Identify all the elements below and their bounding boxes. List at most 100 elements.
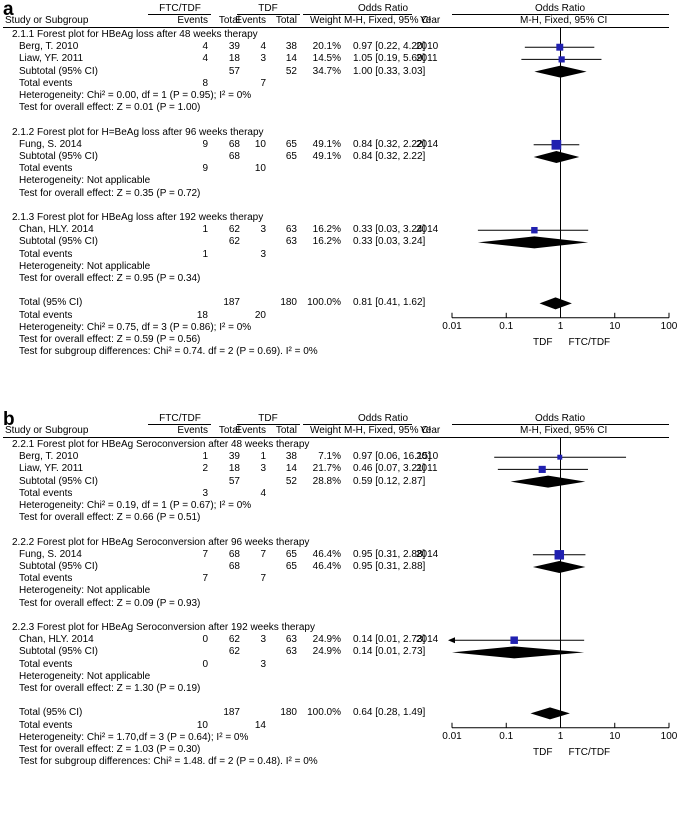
study-year: 2010 <box>416 41 439 53</box>
overall-effect: Test for overall effect: Z = 1.30 (P = 0… <box>19 683 201 694</box>
subtotal-total-1: 57 <box>228 65 240 77</box>
col-ci: M-H, Fixed, 95% CI <box>344 15 432 26</box>
subtotal-label: Subtotal (95% CI) <box>19 561 98 572</box>
total-events-2: 7 <box>260 573 266 585</box>
col-events-1: Events <box>177 425 208 436</box>
study-total-2: 65 <box>285 138 297 150</box>
study-total-1: 68 <box>228 138 240 150</box>
header-underline-or <box>303 14 412 15</box>
study-ci: 0.84 [0.32, 2.22] <box>353 138 426 150</box>
subtotal-weight: 16.2% <box>312 236 341 248</box>
study-ci: 0.95 [0.31, 2.88] <box>353 548 426 560</box>
col-total-2: Total <box>275 425 297 436</box>
pooled-diamond <box>533 151 580 163</box>
study-ci: 1.05 [0.19, 5.69] <box>353 53 426 65</box>
total-ci: 0.64 [0.28, 1.49] <box>353 707 426 719</box>
header-plot-odds-ratio: Odds Ratio <box>534 3 586 14</box>
subtotal-total-2: 52 <box>285 65 297 77</box>
heterogeneity: Heterogeneity: Not applicable <box>19 260 151 272</box>
study-total-2: 38 <box>285 41 297 53</box>
subtotal-total-1: 62 <box>228 236 240 248</box>
header-underline-group1 <box>148 424 211 425</box>
study-year: 2014 <box>416 224 439 236</box>
subgroup-differences: Test for subgroup differences: Chi² = 0.… <box>19 346 318 358</box>
col-year: Year <box>420 425 441 436</box>
overall-heterogeneity: Heterogeneity: Chi² = 1.70,df = 3 (P = 0… <box>19 731 249 743</box>
subgroup-differences: Test for subgroup differences: Chi² = 1.… <box>19 756 318 768</box>
study-total-2: 14 <box>285 53 297 65</box>
study-total-1: 18 <box>228 53 240 65</box>
total-events-1: 0 <box>202 658 208 670</box>
study-events-2: 7 <box>260 548 266 560</box>
total-weight: 100.0% <box>307 707 341 719</box>
study-total-2: 63 <box>285 224 297 236</box>
subtotal-total-1: 68 <box>228 151 240 162</box>
study-marker <box>538 465 546 473</box>
col-weight: Weight <box>310 15 341 26</box>
x-tick-label: 100 <box>660 320 678 332</box>
study-name: Chan, HLY. 2014 <box>19 634 94 646</box>
subgroup-title: 2.1.2 Forest plot for H=BeAg loss after … <box>12 126 264 138</box>
axis-label-right: FTC/TDF <box>568 336 611 348</box>
col-study: Study or Subgroup <box>5 15 89 26</box>
panel-label-b: b <box>3 409 15 430</box>
study-ci: 0.97 [0.06, 16.15] <box>353 451 431 463</box>
header-underline-plot <box>452 424 669 425</box>
subtotal-ci: 0.84 [0.32, 2.22] <box>353 151 426 162</box>
study-ci: 0.14 [0.01, 2.73] <box>353 634 426 646</box>
header-underline-group2 <box>237 14 300 15</box>
study-total-1: 62 <box>228 224 240 236</box>
subtotal-weight: 34.7% <box>312 65 341 77</box>
study-events-2: 10 <box>254 138 266 150</box>
overall-total-events-2: 14 <box>254 719 266 731</box>
subtotal-label: Subtotal (95% CI) <box>19 65 98 77</box>
study-total-1: 18 <box>228 463 240 475</box>
study-name: Fung, S. 2014 <box>19 548 82 560</box>
study-weight: 20.1% <box>312 41 341 53</box>
total-total-1: 187 <box>223 707 240 719</box>
study-marker <box>551 139 562 150</box>
study-events-2: 3 <box>260 463 266 475</box>
study-ci: 0.33 [0.03, 3.24] <box>353 224 426 236</box>
total-label: Total (95% CI) <box>19 297 83 309</box>
subtotal-label: Subtotal (95% CI) <box>19 236 98 248</box>
subtotal-total-2: 52 <box>285 475 297 487</box>
x-tick-label: 0.01 <box>442 730 462 742</box>
pooled-diamond <box>452 646 585 659</box>
total-total-2: 180 <box>280 707 297 719</box>
header-plot-odds-ratio: Odds Ratio <box>534 413 586 424</box>
overall-total-events-label: Total events <box>19 309 73 321</box>
overall-total-events-1: 10 <box>196 719 208 731</box>
study-events-1: 0 <box>202 634 208 646</box>
heterogeneity: Heterogeneity: Not applicable <box>19 175 151 187</box>
total-events-label: Total events <box>19 573 73 585</box>
study-year: 2011 <box>416 53 438 65</box>
study-name: Fung, S. 2014 <box>19 138 82 150</box>
subtotal-total-1: 57 <box>228 475 240 487</box>
heterogeneity: Heterogeneity: Not applicable <box>19 670 151 682</box>
col-ci: M-H, Fixed, 95% CI <box>344 425 432 436</box>
study-weight: 7.1% <box>318 451 341 463</box>
subgroup-title: 2.2.3 Forest plot for HBeAg Seroconversi… <box>12 622 315 633</box>
subtotal-ci: 1.00 [0.33, 3.03] <box>353 65 426 77</box>
study-events-1: 4 <box>202 53 208 65</box>
col-weight: Weight <box>310 425 341 436</box>
x-tick-label: 1 <box>557 320 564 332</box>
subtotal-label: Subtotal (95% CI) <box>19 151 98 162</box>
subtotal-label: Subtotal (95% CI) <box>19 475 98 487</box>
study-events-1: 2 <box>202 463 208 475</box>
study-total-1: 39 <box>228 451 240 463</box>
x-tick-label: 0.1 <box>499 730 514 742</box>
study-events-1: 9 <box>202 138 208 150</box>
subtotal-total-2: 65 <box>285 561 297 572</box>
x-tick-label: 10 <box>609 320 621 332</box>
total-events-label: Total events <box>19 77 73 89</box>
overall-effect-total: Test for overall effect: Z = 0.59 (P = 0… <box>19 334 201 345</box>
forest-plot-svg <box>451 28 670 319</box>
study-marker <box>531 226 538 234</box>
overall-effect: Test for overall effect: Z = 0.66 (P = 0… <box>19 512 201 524</box>
axis-label-left: TDF <box>533 336 553 348</box>
study-year: 2014 <box>416 138 439 150</box>
study-weight: 14.5% <box>312 53 341 65</box>
overall-total-events-2: 20 <box>254 309 266 321</box>
